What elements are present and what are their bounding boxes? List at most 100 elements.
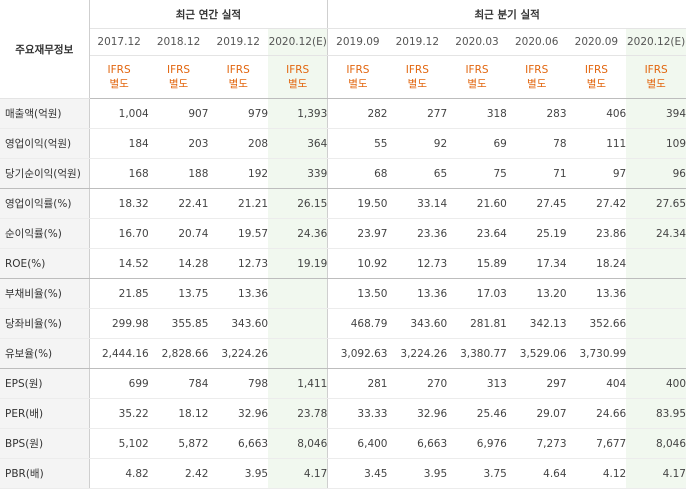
table-cell: 468.79 [327,308,388,339]
table-cell: 343.60 [208,308,269,339]
table-cell: 342.13 [506,308,567,339]
table-cell: 2,828.66 [148,338,209,369]
row-label: 영업이익률(%) [0,188,90,219]
table-row: PER(배) 35.22 18.12 32.96 23.78 33.33 32.96 25.4… [0,398,686,429]
row-label: 당기순이익(억원) [0,158,90,189]
period-date-header: 2019.12 [208,28,269,56]
table-cell: 68 [327,158,388,189]
scope-label: 별도 [527,78,547,90]
standard-label: IFRS [346,64,370,76]
table-cell: 188 [148,158,209,189]
table-cell: 270 [387,368,448,399]
table-cell: 15.89 [447,248,507,279]
period-date-header: 2017.12 [89,28,149,56]
table-row: EPS(원) 699 784 798 1,411 281 270 313 297 404 400 [0,368,686,399]
table-cell: 352.66 [566,308,627,339]
table-cell: 203 [148,128,209,159]
table-cell: 318 [447,98,507,129]
scope-label: 별도 [646,78,666,90]
table-cell: 23.64 [447,218,507,249]
row-label: 당좌비율(%) [0,308,90,339]
table-cell: 5,102 [89,428,149,459]
table-cell: 364 [268,128,328,159]
accounting-standard-header: IFRS 별도 [327,55,388,99]
table-cell [626,308,686,339]
period-date-header: 2019.12 [387,28,448,56]
row-label: 매출액(억원) [0,98,90,129]
row-label: PBR(배) [0,458,90,489]
table-cell: 109 [626,128,686,159]
table-cell: 3,380.77 [447,338,507,369]
table-cell: 3.75 [447,458,507,489]
table-row: 매출액(억원) 1,004 907 979 1,393 282 277 318 283 406 39… [0,98,686,129]
table-cell: 83.95 [626,398,686,429]
table-cell: 406 [566,98,627,129]
table-cell: 24.36 [268,218,328,249]
scope-label: 별도 [109,78,129,90]
accounting-standard-header: IFRS 별도 [626,55,686,99]
table-cell: 17.34 [506,248,567,279]
table-cell [268,308,328,339]
table-cell: 184 [89,128,149,159]
table-cell: 4.12 [566,458,627,489]
table-row: 유보율(%) 2,444.16 2,828.66 3,224.26 3,092.63 3,… [0,338,686,369]
quarterly-results-header: 최근 분기 실적 [327,0,686,29]
table-cell: 25.46 [447,398,507,429]
table-row: ROE(%) 14.52 14.28 12.73 19.19 10.92 12.73 15.8… [0,248,686,279]
standard-label: IFRS [644,64,668,76]
table-cell: 7,677 [566,428,627,459]
table-cell: 281 [327,368,388,399]
table-cell: 29.07 [506,398,567,429]
table-cell: 33.33 [327,398,388,429]
table-cell: 2,444.16 [89,338,149,369]
table-cell: 12.73 [208,248,269,279]
table-cell: 21.85 [89,278,149,309]
table-cell: 168 [89,158,149,189]
period-date-header: 2020.03 [447,28,507,56]
standard-label: IFRS [405,64,429,76]
table-cell: 400 [626,368,686,399]
table-cell: 12.73 [387,248,448,279]
table-cell: 5,872 [148,428,209,459]
table-cell: 907 [148,98,209,129]
accounting-standard-header: IFRS 별도 [387,55,448,99]
row-label: 영업이익(억원) [0,128,90,159]
table-cell: 19.19 [268,248,328,279]
table-cell: 3,730.99 [566,338,627,369]
table-cell: 22.41 [148,188,209,219]
table-cell: 13.36 [208,278,269,309]
table-cell: 23.86 [566,218,627,249]
standard-label: IFRS [465,64,489,76]
table-cell: 6,976 [447,428,507,459]
table-cell: 23.36 [387,218,448,249]
table-cell [626,338,686,369]
table-cell: 4.64 [506,458,567,489]
table-cell: 313 [447,368,507,399]
scope-label: 별도 [467,78,487,90]
standard-label: IFRS [107,64,131,76]
period-date-header: 2020.09 [566,28,627,56]
table-cell: 282 [327,98,388,129]
scope-label: 별도 [228,78,248,90]
table-cell: 18.32 [89,188,149,219]
accounting-standard-header: IFRS 별도 [447,55,507,99]
table-cell: 92 [387,128,448,159]
table-cell: 8,046 [268,428,328,459]
table-cell: 281.81 [447,308,507,339]
table-cell [626,248,686,279]
table-cell: 6,663 [208,428,269,459]
table-cell: 18.12 [148,398,209,429]
table-row: BPS(원) 5,102 5,872 6,663 8,046 6,400 6,663 6,97… [0,428,686,459]
table-cell: 283 [506,98,567,129]
table-row: 당기순이익(억원) 168 188 192 339 68 65 75 71 97 96 [0,158,686,189]
table-row: 당좌비율(%) 299.98 355.85 343.60 468.79 343.60 281… [0,308,686,339]
table-cell: 13.50 [327,278,388,309]
table-cell: 3,224.26 [387,338,448,369]
table-cell: 75 [447,158,507,189]
table-cell: 208 [208,128,269,159]
table-cell: 1,393 [268,98,328,129]
table-cell: 27.45 [506,188,567,219]
table-cell: 21.60 [447,188,507,219]
row-label: EPS(원) [0,368,90,399]
